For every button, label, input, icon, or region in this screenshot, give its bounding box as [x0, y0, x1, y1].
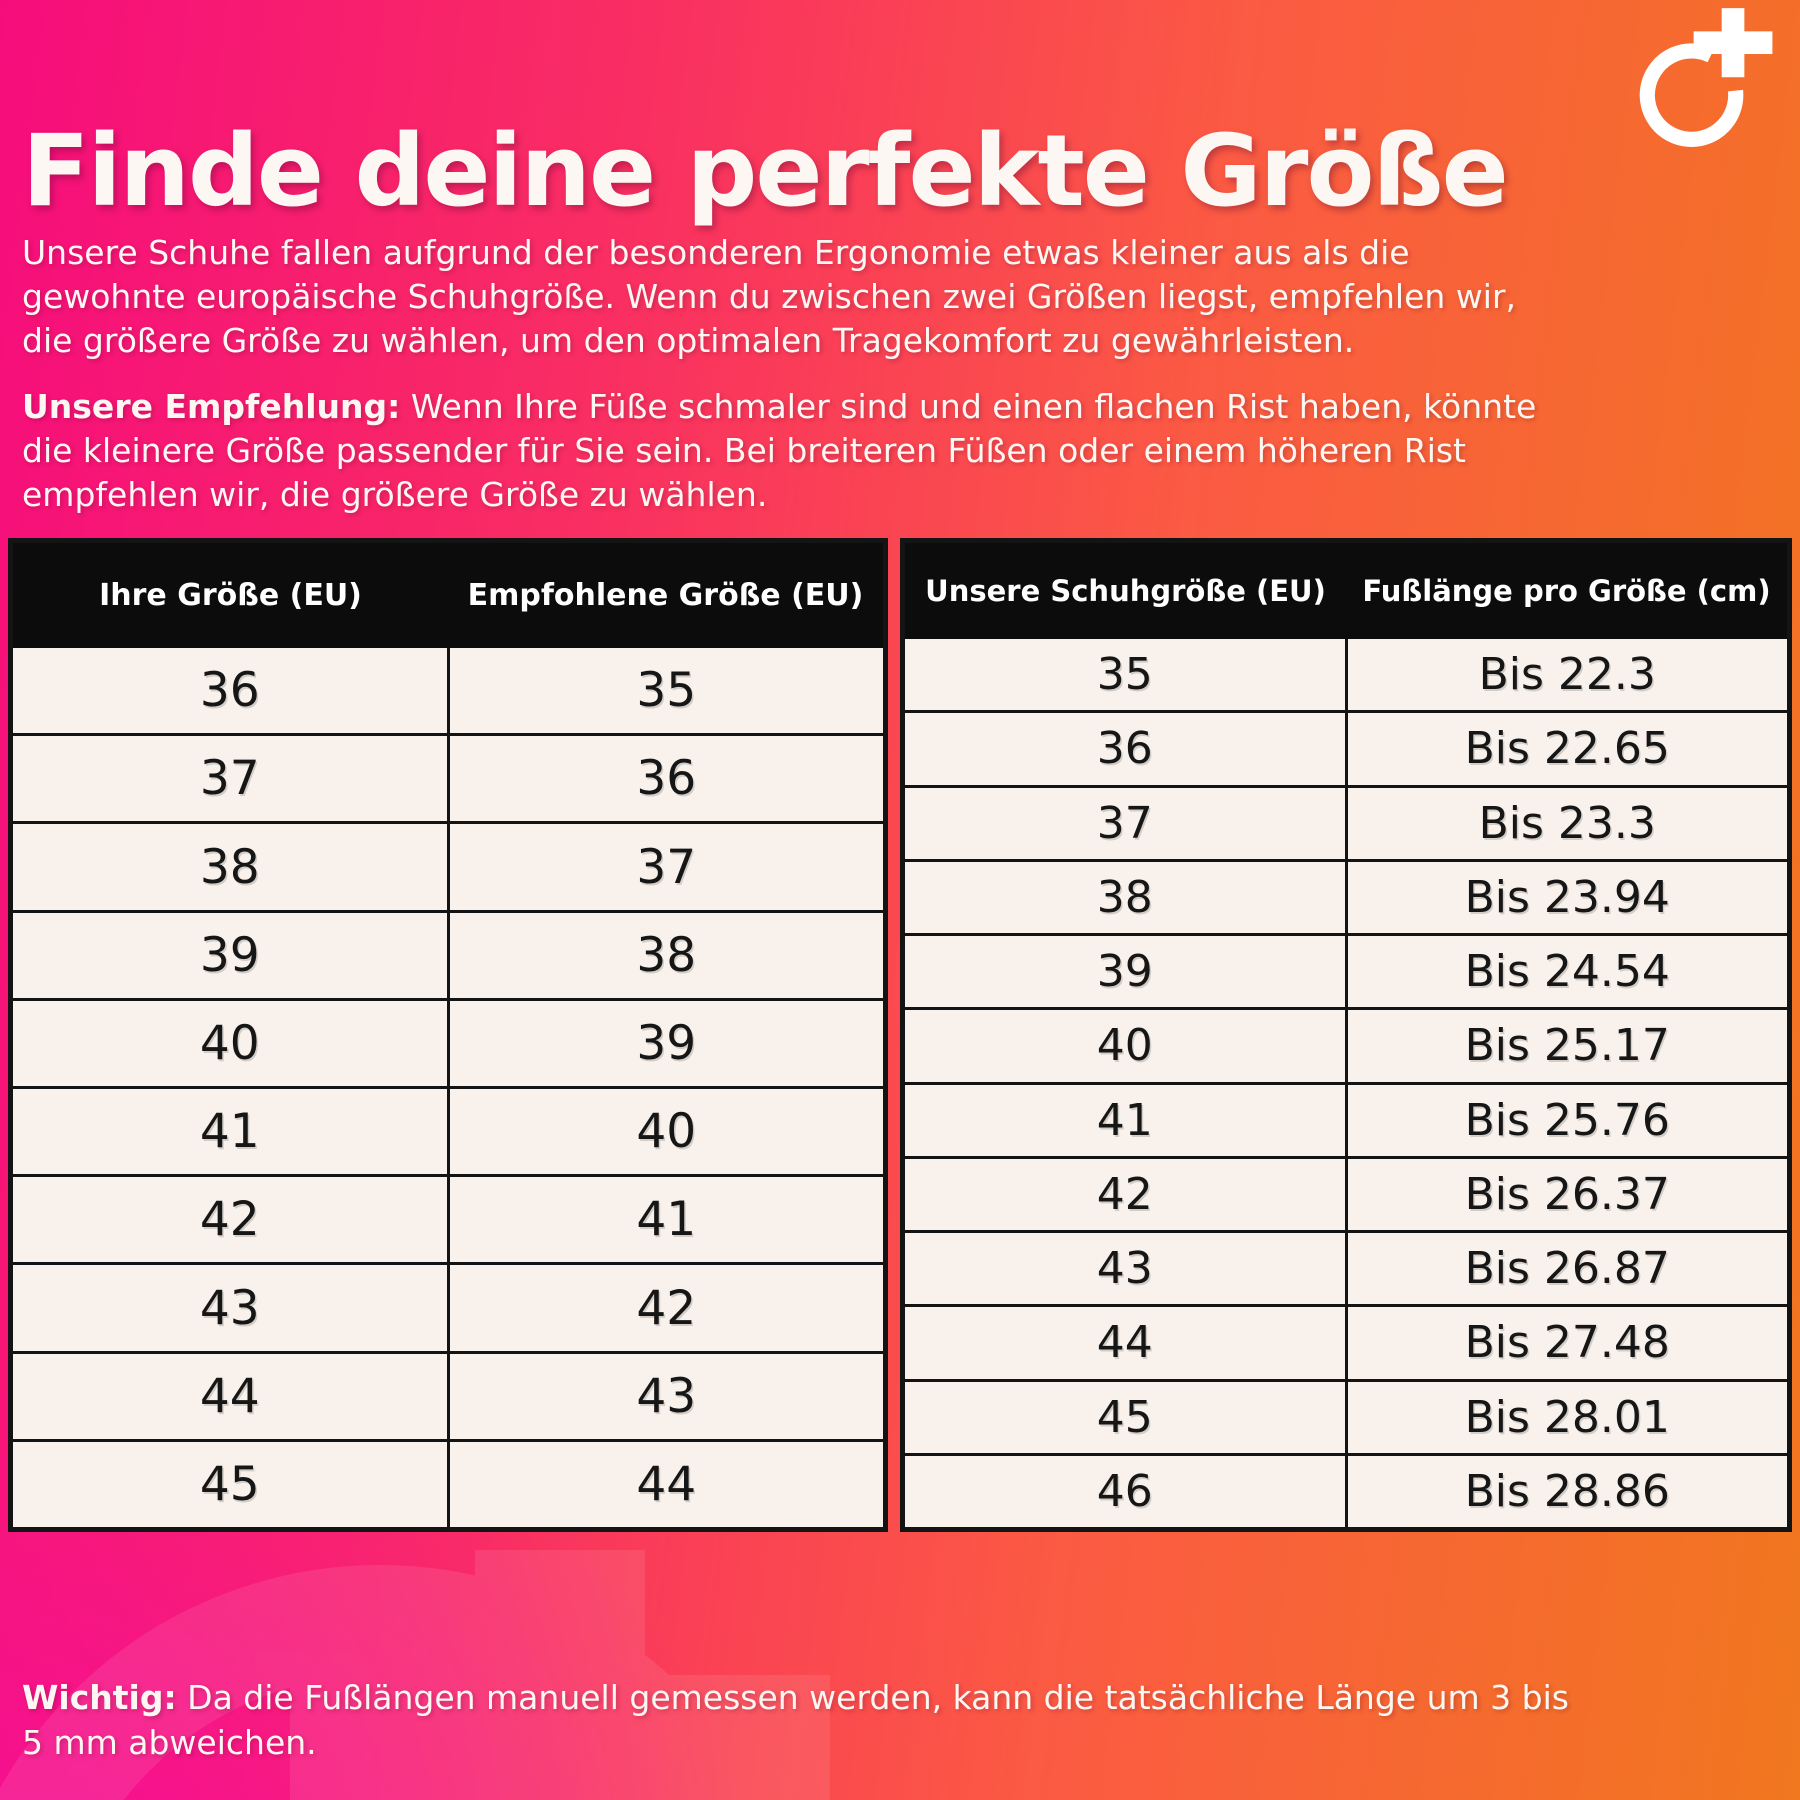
table-cell: 37: [199, 751, 260, 807]
table-cell: 42: [199, 1192, 260, 1248]
table-cell: Bis 28.86: [1344, 1455, 1788, 1527]
table-cell: 41: [199, 1104, 260, 1160]
table-cell: 43: [199, 1280, 260, 1336]
table-row: 39 38: [13, 909, 884, 998]
column-header-recommended-size: Empfohlene Größe (EU): [467, 578, 864, 613]
table-cell: Bis 23.3: [1344, 787, 1788, 859]
table-cell: 44: [199, 1368, 260, 1424]
table-cell: 36: [446, 736, 884, 822]
table-cell: 35: [1096, 649, 1153, 701]
table-row: 35 Bis 22.3: [905, 639, 1788, 711]
table-row: 46 Bis 28.86: [905, 1452, 1788, 1527]
table-cell: 44: [1096, 1317, 1153, 1369]
table-cell: Bis 24.54: [1344, 936, 1788, 1008]
important-note-label: Wichtig:: [22, 1678, 177, 1717]
table-cell: 40: [199, 1015, 260, 1071]
table-row: 42 Bis 26.37: [905, 1155, 1788, 1230]
foot-length-table-header: Unsere Schuhgröße (EU) Fußlänge pro Größ…: [905, 543, 1787, 639]
table-row: 40 39: [13, 997, 884, 1087]
table-cell: 39: [1096, 946, 1153, 998]
table-row: 44 43: [13, 1350, 884, 1439]
table-cell: 35: [446, 648, 884, 734]
table-cell: 37: [446, 824, 884, 910]
table-cell: 45: [1096, 1391, 1153, 1443]
table-cell: 40: [1096, 1020, 1153, 1072]
table-row: 36 Bis 22.65: [905, 710, 1788, 785]
table-cell: Bis 22.3: [1344, 639, 1788, 711]
table-cell: 38: [446, 912, 884, 998]
column-header-our-shoe-size: Unsere Schuhgröße (EU): [925, 574, 1326, 608]
table-cell: 42: [1096, 1168, 1153, 1220]
table-row: 38 37: [13, 821, 884, 910]
table-row: 40 Bis 25.17: [905, 1007, 1788, 1082]
recommendation-body: Wenn Ihre Füße schmaler sind und einen f…: [22, 387, 1537, 514]
brand-watermark-icon: [0, 1550, 830, 1800]
intro-text: Unsere Schuhe fallen aufgrund der besond…: [22, 233, 1517, 360]
column-header-your-size: Ihre Größe (EU): [99, 578, 362, 613]
table-row: 45 Bis 28.01: [905, 1378, 1788, 1453]
circle-plus-logo-icon: [1639, 8, 1773, 147]
table-cell: 41: [1096, 1094, 1153, 1146]
table-row: 43 Bis 26.87: [905, 1230, 1788, 1305]
table-cell: 43: [446, 1353, 884, 1439]
size-conversion-table: Ihre Größe (EU) Empfohlene Größe (EU) 36…: [8, 538, 888, 1532]
table-cell: 37: [1096, 797, 1153, 849]
table-cell: 36: [1096, 723, 1153, 775]
table-cell: 46: [1096, 1465, 1153, 1517]
table-cell: Bis 25.76: [1344, 1084, 1788, 1156]
table-cell: 36: [199, 663, 260, 719]
table-cell: 45: [199, 1456, 260, 1512]
foot-length-table: Unsere Schuhgröße (EU) Fußlänge pro Größ…: [900, 538, 1792, 1532]
table-row: 41 Bis 25.76: [905, 1081, 1788, 1156]
table-cell: 38: [1096, 871, 1153, 923]
table-cell: 42: [446, 1265, 884, 1351]
table-cell: 41: [446, 1177, 884, 1263]
table-cell: 38: [199, 839, 260, 895]
table-cell: 39: [199, 927, 260, 983]
table-cell: Bis 27.48: [1344, 1307, 1788, 1379]
table-row: 42 41: [13, 1174, 884, 1263]
size-conversion-table-body: 36 35 37 36 38 37 39 38 40 39 41 40 42 41 43 42 44 43 45 44: [13, 648, 884, 1528]
table-cell: Bis 22.65: [1344, 713, 1788, 785]
table-cell: Bis 28.01: [1344, 1381, 1788, 1453]
table-row: 37 Bis 23.3: [905, 784, 1788, 859]
table-cell: 44: [446, 1441, 884, 1528]
table-row: 44 Bis 27.48: [905, 1304, 1788, 1379]
table-row: 36 35: [13, 648, 884, 734]
table-cell: 40: [446, 1089, 884, 1175]
table-row: 43 42: [13, 1262, 884, 1351]
column-header-foot-length: Fußlänge pro Größe (cm): [1362, 574, 1771, 608]
table-cell: Bis 25.17: [1344, 1010, 1788, 1082]
table-cell: Bis 26.37: [1344, 1158, 1788, 1230]
table-cell: 43: [1096, 1243, 1153, 1295]
table-row: 45 44: [13, 1438, 884, 1528]
important-note-body: Da die Fußlängen manuell gemessen werden…: [22, 1678, 1569, 1762]
size-conversion-table-header: Ihre Größe (EU) Empfohlene Größe (EU): [13, 543, 883, 648]
page-title: Finde deine perfekte Größe: [22, 114, 1509, 230]
table-row: 37 36: [13, 733, 884, 822]
table-cell: 39: [446, 1000, 884, 1087]
recommendation-text: Unsere Empfehlung: Wenn Ihre Füße schmal…: [22, 385, 1574, 517]
recommendation-label: Unsere Empfehlung:: [22, 387, 401, 426]
table-row: 38 Bis 23.94: [905, 858, 1788, 933]
table-row: 41 40: [13, 1086, 884, 1175]
table-cell: Bis 23.94: [1344, 861, 1788, 933]
important-note: Wichtig: Da die Fußlängen manuell gemess…: [22, 1675, 1574, 1765]
foot-length-table-body: 35 Bis 22.3 36 Bis 22.65 37 Bis 23.3 38 Bis 23.…: [905, 639, 1787, 1527]
table-row: 39 Bis 24.54: [905, 933, 1788, 1008]
table-cell: Bis 26.87: [1344, 1233, 1788, 1305]
